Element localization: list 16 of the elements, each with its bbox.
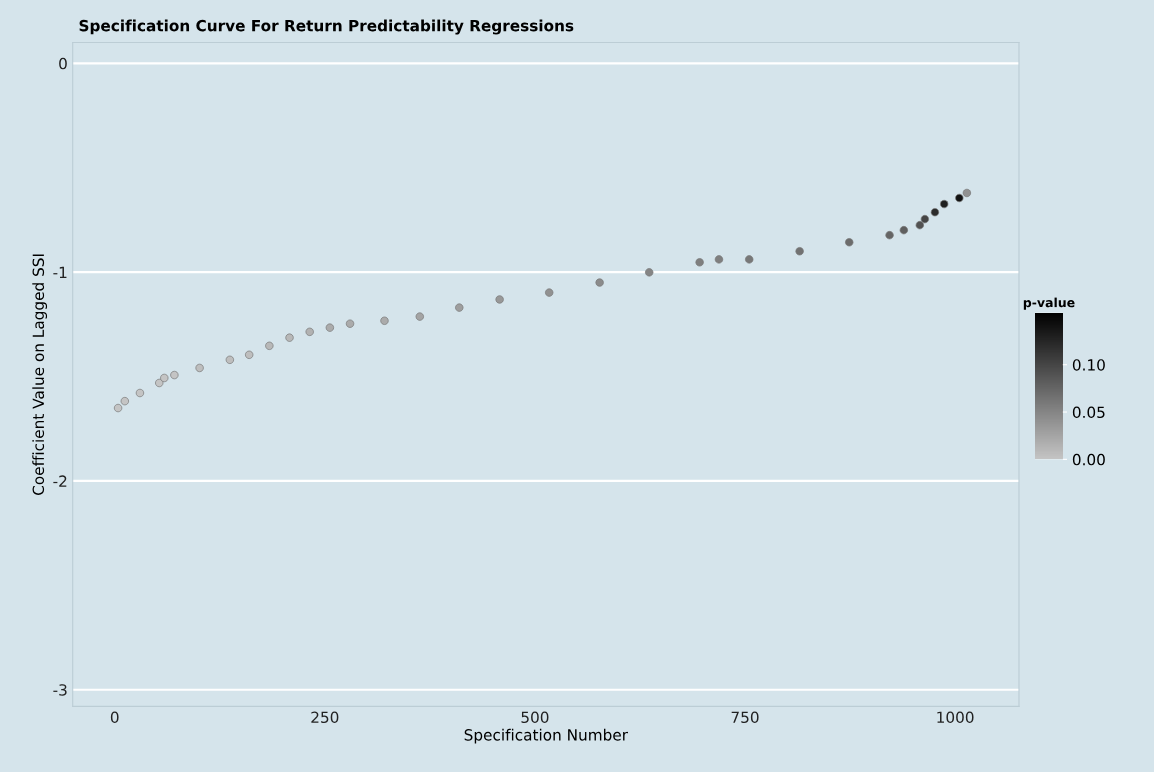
x-tick-label: 250 [311, 711, 339, 724]
chart-title: Specification Curve For Return Predictability Regressions [79, 19, 574, 35]
color-bar-label: 0.00 [1072, 453, 1105, 466]
y-tick-label: -3 [53, 684, 67, 696]
x-tick-label: 1000 [937, 711, 974, 724]
color-bar-label: 0.05 [1072, 406, 1105, 419]
x-tick-label: 750 [731, 711, 759, 724]
y-axis-title: Coefficient Value on Lagged SSI [32, 254, 48, 495]
x-tick-label: 0 [110, 711, 119, 724]
x-axis-title: Specification Number [464, 728, 628, 744]
y-tick-label: -1 [53, 266, 67, 278]
color-bar-title: p-value [1023, 297, 1075, 310]
color-bar-label: 0.10 [1072, 359, 1105, 371]
x-tick-label: 500 [521, 711, 549, 724]
y-tick-label: 0 [59, 57, 67, 70]
y-tick-label: -2 [53, 475, 67, 487]
